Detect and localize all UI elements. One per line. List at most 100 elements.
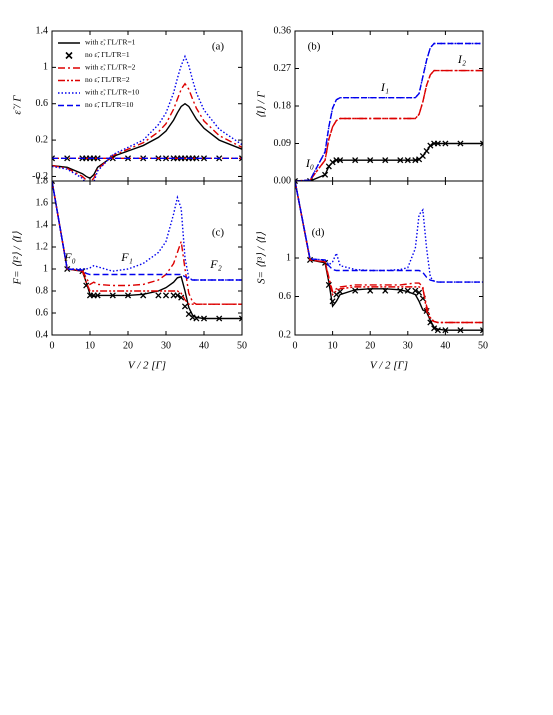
legend-label: with ε̃, ΓL/ΓR=2 (85, 63, 136, 72)
x-axis-label: V / 2 [Γ] (370, 360, 408, 372)
x-tick-label: 10 (85, 340, 95, 351)
marker (404, 287, 411, 294)
series-line (295, 181, 483, 283)
marker (295, 181, 299, 185)
y-tick-label: 0.6 (36, 307, 49, 318)
x-tick-label: 0 (50, 340, 55, 351)
marker (382, 287, 389, 294)
annotation: I₁ (380, 80, 389, 94)
annotation: (d) (312, 227, 325, 239)
y-tick-label: -0.2 (32, 171, 48, 182)
y-tick-label: 1 (43, 263, 48, 274)
annotation: (a) (212, 41, 225, 53)
x-tick-label: 50 (237, 340, 247, 351)
marker (162, 292, 170, 299)
y-tick-label: 1 (286, 252, 291, 263)
marker (431, 325, 438, 332)
legend-label: with ε̃, ΓL/ΓR=1 (85, 38, 136, 47)
marker (124, 292, 132, 299)
marker (423, 147, 430, 155)
x-tick-label: 20 (123, 340, 133, 351)
y-tick-label: 0.27 (274, 63, 292, 74)
series-line (52, 181, 242, 320)
marker (412, 287, 419, 294)
marker (382, 157, 389, 164)
marker (416, 289, 423, 296)
marker (442, 140, 449, 147)
marker (200, 155, 208, 162)
y-axis-label: S= ⟨I³⟩ / ⟨I⟩ (256, 231, 268, 284)
marker (442, 327, 449, 334)
x-tick-label: 20 (365, 340, 375, 351)
x-tick-label: 40 (440, 340, 450, 351)
x-tick-label: 30 (403, 340, 413, 351)
annotation: (c) (212, 227, 225, 239)
annotation: F₀ (63, 250, 76, 264)
y-tick-label: 0.4 (36, 329, 49, 340)
marker (457, 327, 464, 334)
marker (322, 171, 329, 178)
series-line (295, 42, 483, 181)
marker (52, 155, 56, 162)
legend-label: no ε̃, ΓL/ΓR=2 (85, 75, 130, 84)
plot-frame (294, 180, 484, 336)
marker (352, 157, 359, 164)
marker (181, 303, 189, 310)
marker (397, 157, 404, 164)
x-tick-label: 40 (199, 340, 209, 351)
series-line (52, 181, 242, 281)
y-tick-label: 0.6 (279, 291, 292, 302)
y-tick-label: 0.09 (274, 138, 292, 149)
marker (295, 177, 299, 181)
x-tick-label: 50 (478, 340, 488, 351)
y-axis-label: ⟨I⟩ / Γ (256, 91, 268, 119)
series-line (295, 181, 483, 331)
y-tick-label: 1.4 (36, 25, 49, 36)
legend-label: no ε̃, ΓL/ΓR=1 (85, 50, 130, 59)
plot-frame (294, 30, 484, 182)
marker (193, 315, 200, 322)
marker (174, 292, 181, 299)
marker (140, 292, 147, 299)
marker (457, 140, 464, 147)
marker (109, 292, 116, 299)
y-tick-label: 0.6 (36, 98, 49, 109)
y-tick-label: 1.2 (36, 241, 49, 252)
marker (434, 140, 441, 147)
series-line (295, 181, 483, 324)
y-tick-label: 0.36 (274, 25, 292, 36)
marker (155, 292, 162, 299)
y-tick-label: 0.18 (274, 100, 292, 111)
marker (404, 157, 411, 164)
y-tick-label: 0.2 (36, 134, 49, 145)
annotation: I₂ (457, 52, 466, 66)
annotation: (b) (308, 41, 321, 53)
annotation: I₀ (305, 156, 314, 170)
marker (397, 287, 404, 294)
marker (52, 181, 56, 185)
x-tick-label: 30 (161, 340, 171, 351)
legend-marker (65, 51, 73, 60)
series-line (295, 69, 483, 181)
legend-label: with ε̃, ΓL/ΓR=10 (85, 88, 139, 97)
y-tick-label: 1.8 (36, 175, 49, 186)
marker (216, 315, 223, 322)
y-tick-label: 1.4 (36, 219, 49, 230)
marker (434, 327, 441, 334)
marker (367, 157, 374, 164)
marker (329, 298, 336, 305)
marker (337, 157, 344, 164)
series-line (295, 181, 483, 283)
marker (367, 287, 374, 294)
marker (427, 142, 434, 149)
plot-area (295, 42, 483, 181)
annotation: F₁ (120, 250, 133, 264)
series-line (52, 54, 242, 181)
marker (479, 140, 483, 147)
y-tick-label: 1 (43, 62, 48, 73)
legend-label: no ε̃, ΓL/ΓR=10 (85, 100, 134, 109)
series-line (295, 69, 483, 181)
plot-area (52, 54, 242, 181)
series-line (52, 181, 242, 305)
